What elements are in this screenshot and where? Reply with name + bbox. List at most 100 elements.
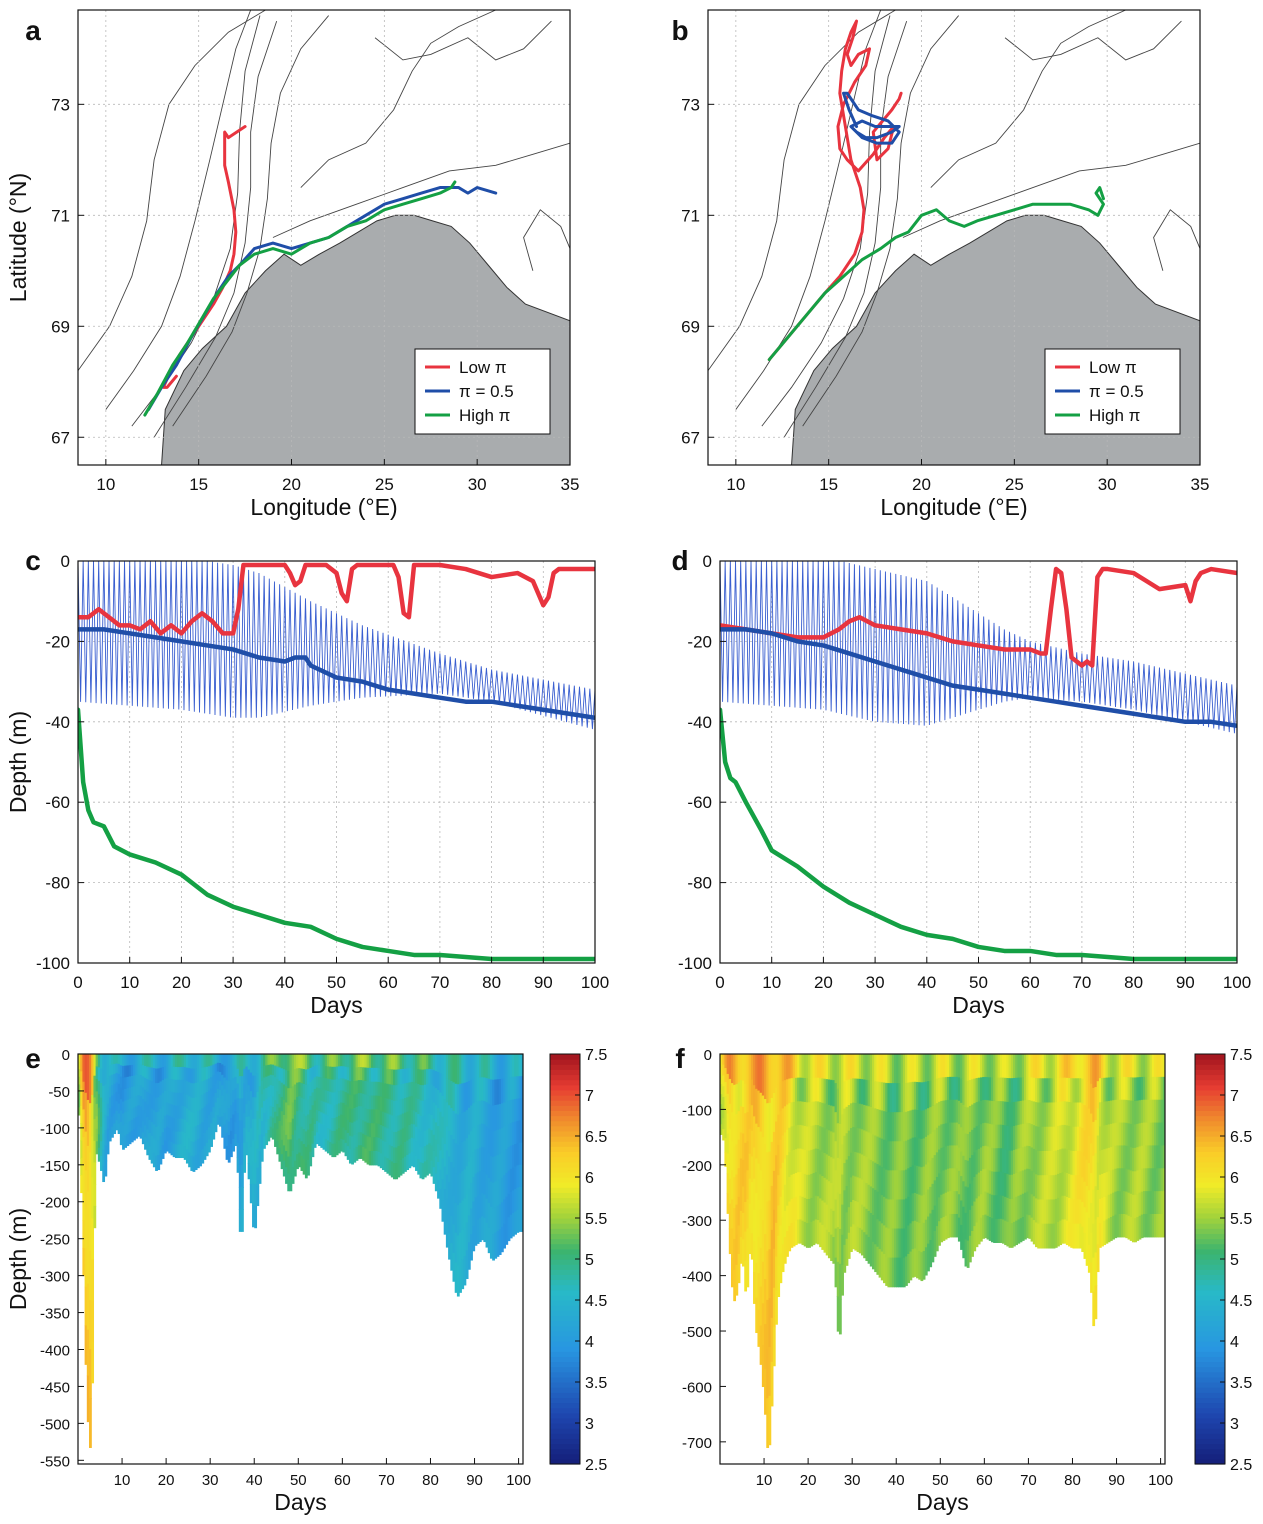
heatmap-cell (207, 1078, 211, 1092)
heatmap-cell (990, 1124, 994, 1149)
heatmap-cell (865, 1054, 869, 1081)
heatmap-cell (946, 1214, 950, 1239)
heatmap-cell (1120, 1191, 1124, 1215)
heatmap-cell (733, 1084, 737, 1117)
heatmap-cell (1019, 1171, 1023, 1196)
heatmap-cell (935, 1176, 939, 1203)
heatmap-cell (931, 1183, 935, 1211)
heatmap-cell (1105, 1101, 1109, 1126)
heatmap-cell (456, 1265, 460, 1297)
y-tick-label: -450 (40, 1379, 70, 1396)
colorbar-swatch (550, 1084, 580, 1091)
heatmap-cell (322, 1077, 326, 1091)
heatmap-cell (494, 1207, 498, 1234)
heatmap-cell (720, 1124, 723, 1135)
heatmap-cell (1063, 1195, 1067, 1221)
heatmap-cell (302, 1069, 306, 1085)
heatmap-cell (1118, 1168, 1122, 1192)
heatmap-cell (742, 1239, 745, 1267)
heatmap-cell (454, 1173, 458, 1204)
heatmap-cell (174, 1105, 178, 1120)
heatmap-cell (766, 1054, 770, 1104)
heatmap-cell (494, 1079, 498, 1106)
heatmap-cell (724, 1082, 728, 1097)
heatmap-cell (1125, 1076, 1129, 1101)
heatmap-cell (788, 1152, 792, 1178)
heatmap-cell (155, 1054, 158, 1070)
heatmap-cell (1123, 1191, 1126, 1215)
heatmap-cell (1059, 1220, 1063, 1246)
heatmap-cell (342, 1127, 346, 1141)
heatmap-cell (999, 1148, 1003, 1173)
heatmap-cell (450, 1081, 454, 1109)
heatmap-cell (441, 1137, 445, 1160)
heatmap-cell (298, 1110, 302, 1126)
heatmap-cell (931, 1131, 935, 1159)
heatmap-cell (386, 1158, 390, 1174)
heatmap-cell (819, 1126, 822, 1151)
heatmap-cell (291, 1102, 295, 1120)
heatmap-cell (271, 1085, 275, 1098)
heatmap-cell (735, 1114, 739, 1145)
heatmap-cell (514, 1121, 517, 1145)
heatmap-cell (984, 1099, 988, 1124)
heatmap-cell (252, 1054, 255, 1077)
heatmap-cell (185, 1081, 189, 1096)
heatmap-cell (340, 1114, 343, 1128)
heatmap-cell (254, 1140, 258, 1164)
heatmap-cell (82, 1081, 86, 1111)
heatmap-cell (722, 1107, 726, 1120)
heatmap-cell (113, 1113, 117, 1125)
heatmap-cell (792, 1221, 796, 1247)
heatmap-cell (119, 1110, 123, 1123)
heatmap-cell (951, 1122, 955, 1147)
heatmap-cell (172, 1118, 176, 1132)
heatmap-cell (797, 1219, 800, 1244)
y-tick-label: 0 (703, 552, 712, 571)
heatmap-cell (988, 1217, 992, 1241)
heatmap-cell (724, 1124, 728, 1139)
colorbar-tick-label: 5 (1230, 1252, 1239, 1269)
heatmap-cell (810, 1077, 814, 1103)
heatmap-cell (1057, 1149, 1060, 1175)
heatmap-cell (975, 1222, 979, 1248)
heatmap-cell (274, 1134, 277, 1147)
heatmap-cell (962, 1155, 966, 1182)
heatmap-cell (920, 1252, 924, 1282)
heatmap-cell (302, 1099, 306, 1115)
heatmap-cell (113, 1054, 117, 1065)
heatmap-cell (843, 1108, 847, 1137)
heatmap-cell (489, 1105, 493, 1132)
heatmap-cell (1059, 1173, 1063, 1198)
heatmap-cell (726, 1054, 730, 1075)
heatmap-cell (1158, 1191, 1162, 1215)
heatmap-cell (177, 1054, 180, 1068)
heatmap-cell (805, 1150, 809, 1176)
heatmap-cell (518, 1142, 522, 1166)
heatmap-cell (485, 1222, 489, 1248)
heatmap-cell (465, 1110, 469, 1139)
heatmap-cell (753, 1116, 756, 1149)
heatmap-cell (1127, 1100, 1131, 1124)
heatmap-cell (401, 1143, 405, 1159)
heatmap-cell (375, 1067, 379, 1083)
colorbar-swatch (550, 1079, 580, 1086)
heatmap-cell (1041, 1175, 1045, 1201)
heatmap-cell (344, 1117, 348, 1131)
heatmap-cell (1072, 1175, 1076, 1201)
heatmap-cell (161, 1054, 165, 1068)
heatmap-cell (962, 1054, 966, 1081)
heatmap-cell (117, 1054, 121, 1065)
heatmap-cell (938, 1077, 941, 1103)
heatmap-cell (783, 1210, 787, 1238)
heatmap-cell (801, 1077, 805, 1103)
heatmap-cell (395, 1147, 399, 1164)
heatmap-cell (362, 1067, 365, 1082)
heatmap-cell (454, 1262, 458, 1293)
heatmap-cell (922, 1194, 926, 1224)
heatmap-cell (388, 1099, 392, 1116)
heatmap-cell (960, 1176, 963, 1202)
heatmap-cell (152, 1138, 156, 1154)
heatmap-cell (1019, 1054, 1023, 1079)
heatmap-cell (241, 1209, 244, 1232)
